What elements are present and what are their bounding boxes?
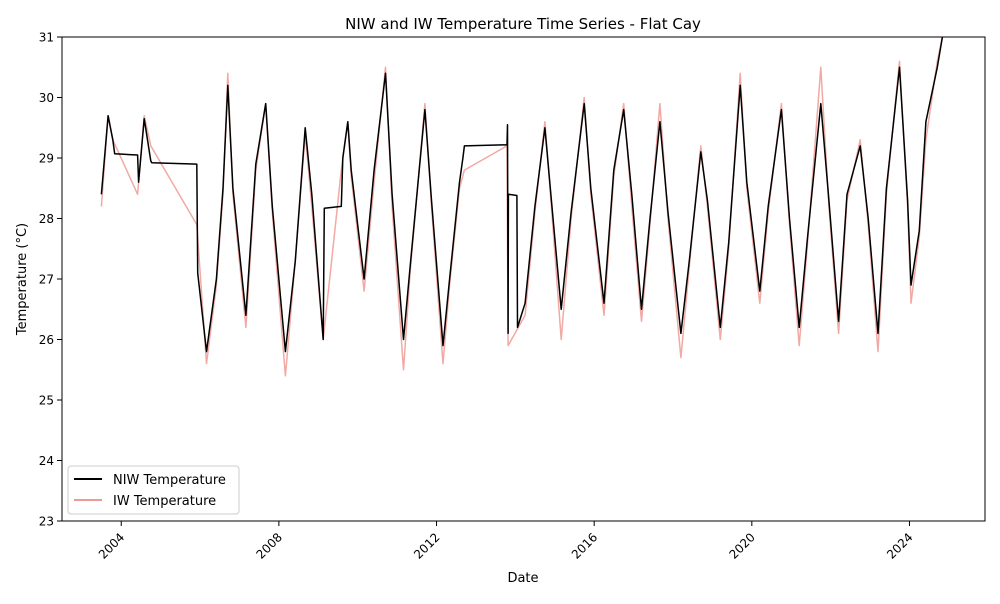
y-axis-label: Temperature (°C) [15, 223, 30, 336]
plot-area [100, 36, 944, 377]
y-tick-label: 28 [39, 212, 54, 226]
y-tick-label: 29 [39, 152, 54, 166]
legend: NIW Temperature IW Temperature [67, 465, 240, 515]
x-axis-label: Date [507, 571, 538, 586]
y-tick-label: 26 [39, 333, 54, 347]
y-tick-label: 27 [39, 273, 54, 287]
y-tick-label: 24 [39, 454, 54, 468]
y-axis: 23 24 25 26 27 28 29 30 31 [39, 31, 62, 529]
chart-title: NIW and IW Temperature Time Series - Fla… [345, 15, 701, 33]
y-tick-label: 31 [39, 31, 54, 45]
legend-label-niw: NIW Temperature [113, 473, 226, 488]
y-tick-label: 23 [39, 515, 54, 529]
legend-label-iw: IW Temperature [113, 494, 216, 509]
y-tick-label: 30 [39, 91, 54, 105]
legend-box [67, 465, 240, 515]
series-line-niw [100, 36, 944, 353]
y-tick-label: 25 [39, 394, 54, 408]
